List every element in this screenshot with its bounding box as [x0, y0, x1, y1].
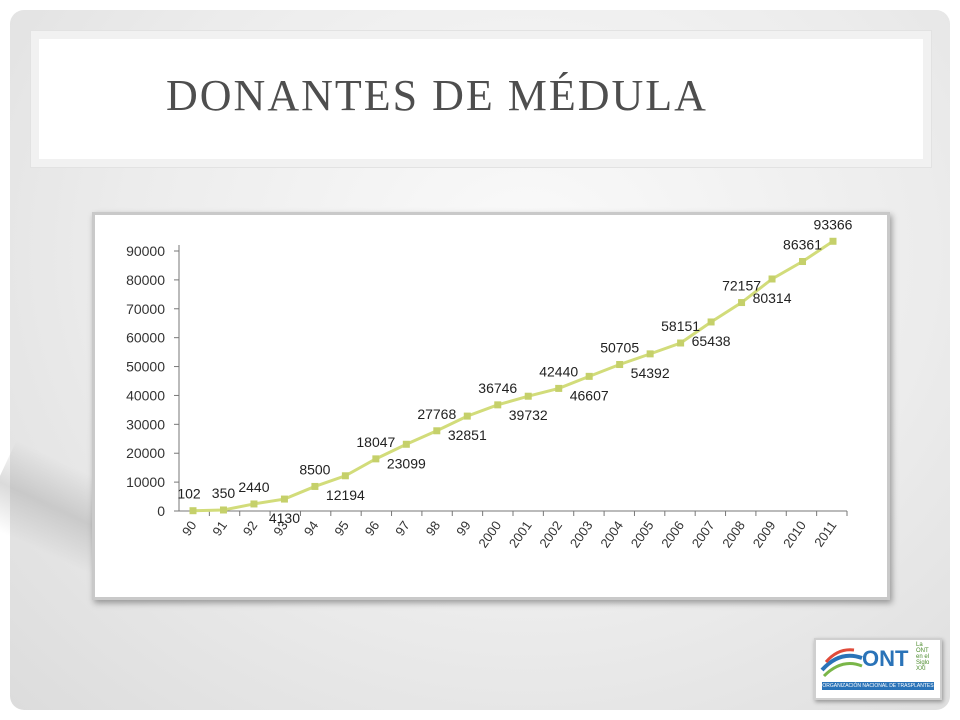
- data-label: 12194: [326, 487, 365, 503]
- ont-logo-icon: [820, 648, 863, 678]
- data-point: [250, 500, 258, 508]
- x-tick-label: 2008: [719, 518, 748, 550]
- y-tick-label: 50000: [126, 359, 165, 375]
- x-tick-label: 2011: [811, 518, 839, 550]
- x-tick-label: 2005: [628, 518, 657, 550]
- ont-logo-tagline: ORGANIZACIÓN NACIONAL DE TRASPLANTES: [822, 682, 934, 690]
- data-point: [311, 482, 319, 490]
- data-point: [494, 401, 502, 409]
- x-tick-label: 93: [270, 518, 291, 538]
- chart-frame: 0 10000 20000 30000 40000 50000 60000 70000 8000…: [92, 212, 890, 600]
- x-tick-label: 92: [240, 518, 261, 538]
- data-label: 46607: [570, 387, 609, 403]
- data-point: [677, 339, 685, 347]
- x-tick-label: 2003: [567, 518, 596, 550]
- data-point: [524, 392, 532, 400]
- data-label: 42440: [539, 363, 578, 379]
- data-label: 93366: [814, 216, 853, 232]
- data-point: [219, 506, 227, 514]
- series-line: [192, 240, 834, 513]
- data-label: 2440: [238, 479, 269, 495]
- ont-logo-text: ONT: [862, 646, 909, 671]
- x-tick-label: 2000: [475, 518, 504, 550]
- data-label: 350: [212, 485, 236, 501]
- data-label: 8500: [299, 461, 330, 477]
- title-band: [30, 30, 932, 168]
- data-label: 102: [177, 486, 201, 502]
- data-label: 72157: [722, 278, 761, 294]
- data-point: [616, 361, 624, 369]
- data-point: [463, 412, 471, 420]
- x-tick-label: 2001: [506, 518, 535, 550]
- x-tick-label: 98: [423, 518, 444, 538]
- x-tick-label: 91: [209, 518, 230, 538]
- data-point: [372, 455, 380, 463]
- data-label: 4130: [269, 510, 300, 526]
- x-tick-label: 94: [301, 518, 322, 538]
- y-tick-label: 60000: [126, 330, 165, 346]
- x-tick-label: 2010: [780, 518, 809, 550]
- x-tick-label: 95: [331, 518, 352, 538]
- data-label: 80314: [753, 290, 792, 306]
- ont-logo: ONT La ONT en el Siglo XXI ORGANIZACIÓN …: [814, 638, 942, 700]
- data-label: 58151: [661, 318, 700, 334]
- data-point: [433, 427, 441, 435]
- line-chart: 0 10000 20000 30000 40000 50000 60000 70000 8000…: [126, 216, 853, 550]
- y-tick-label: 40000: [126, 387, 165, 403]
- slide-title: DONANTES DE MÉDULA: [166, 71, 708, 120]
- y-tick-label: 70000: [126, 301, 165, 317]
- data-point: [341, 472, 349, 480]
- x-tick-label: 96: [362, 518, 383, 538]
- data-label: 27768: [417, 406, 456, 422]
- data-point: [768, 275, 776, 283]
- data-point: [280, 495, 288, 503]
- data-label: 54392: [631, 365, 670, 381]
- ont-logo-side-text: La ONT en el Siglo XXI: [916, 642, 930, 672]
- y-tick-label: 30000: [126, 416, 165, 432]
- x-tick-label: 2009: [750, 518, 779, 550]
- x-tick-label: 97: [392, 518, 413, 538]
- data-point: [829, 237, 837, 245]
- data-label: 65438: [692, 333, 731, 349]
- chart-reflection: 0100002000030000400005000060000700008000…: [92, 598, 884, 708]
- data-label: 86361: [783, 237, 822, 253]
- data-label: 18047: [356, 434, 395, 450]
- x-tick-label: 2006: [658, 518, 687, 550]
- y-tick-label: 0: [157, 503, 165, 519]
- y-tick-label: 90000: [126, 243, 165, 259]
- data-point: [738, 299, 746, 307]
- y-tick-label: 80000: [126, 272, 165, 288]
- y-tick-label: 20000: [126, 445, 165, 461]
- x-tick-label: 99: [453, 518, 474, 538]
- data-point: [707, 318, 715, 326]
- data-label: 39732: [509, 407, 548, 423]
- title-inner: [39, 39, 923, 159]
- data-label: 32851: [448, 427, 487, 443]
- x-tick-label: 2004: [597, 518, 626, 550]
- y-tick-label: 10000: [126, 474, 165, 490]
- data-point: [646, 350, 654, 358]
- data-point: [799, 258, 807, 266]
- data-point: [189, 507, 197, 515]
- data-point: [402, 440, 410, 448]
- x-tick-label: 90: [179, 518, 200, 538]
- data-label: 36746: [478, 380, 517, 396]
- data-label: 23099: [387, 455, 426, 471]
- x-tick-label: 2002: [536, 518, 565, 550]
- data-point: [585, 372, 593, 380]
- data-point: [555, 384, 563, 392]
- data-label: 50705: [600, 340, 639, 356]
- x-tick-label: 2007: [689, 518, 718, 550]
